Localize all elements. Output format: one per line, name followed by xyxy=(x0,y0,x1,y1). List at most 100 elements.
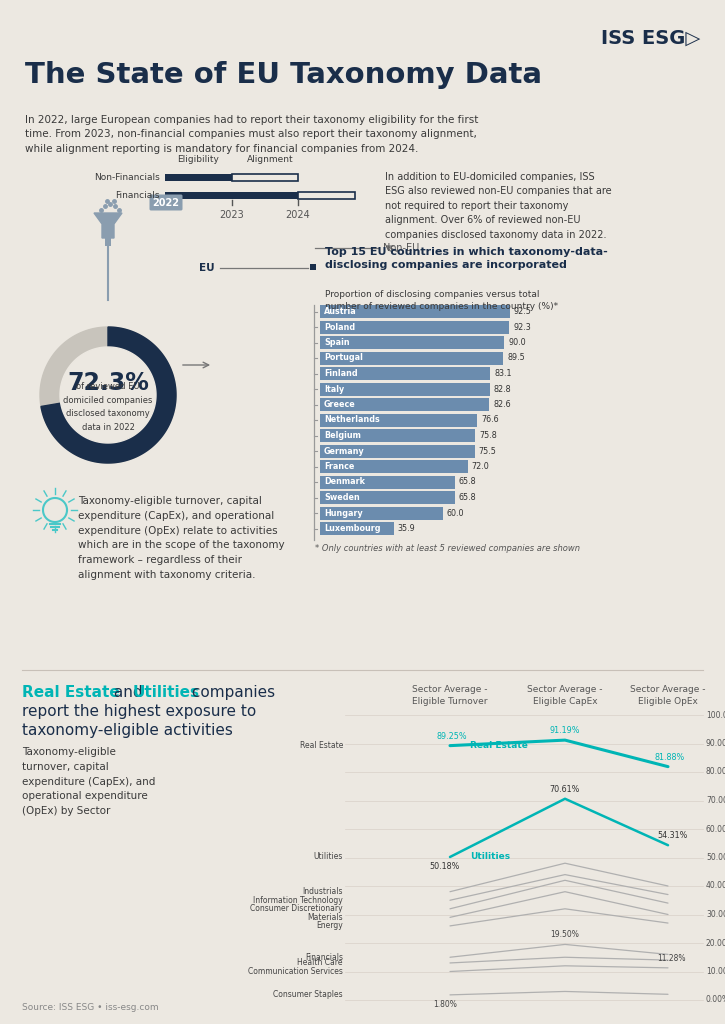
Bar xyxy=(320,490,455,504)
Text: 92.3: 92.3 xyxy=(513,323,531,332)
Text: * Only countries with at least 5 reviewed companies are shown: * Only countries with at least 5 reviewe… xyxy=(315,544,580,553)
Bar xyxy=(105,238,111,246)
Text: 70.00%: 70.00% xyxy=(706,796,725,805)
Text: Real Estate: Real Estate xyxy=(299,741,343,751)
Text: Denmark: Denmark xyxy=(324,477,365,486)
Text: 90.00%: 90.00% xyxy=(706,739,725,748)
Bar xyxy=(320,398,489,411)
Polygon shape xyxy=(60,347,156,443)
Text: 54.31%: 54.31% xyxy=(658,831,688,841)
Bar xyxy=(310,264,316,270)
Text: Information Technology: Information Technology xyxy=(253,896,343,905)
Text: Health Care: Health Care xyxy=(297,958,343,968)
Text: Netherlands: Netherlands xyxy=(324,416,380,425)
Bar xyxy=(320,351,503,365)
Text: Real Estate: Real Estate xyxy=(22,685,120,700)
Text: 72.3%: 72.3% xyxy=(67,371,149,395)
Bar xyxy=(320,429,476,442)
Text: 75.8: 75.8 xyxy=(479,431,497,440)
Text: 50.18%: 50.18% xyxy=(430,862,460,871)
Text: Energy: Energy xyxy=(316,922,343,931)
Text: 2024: 2024 xyxy=(286,210,310,220)
Text: Top 15 EU countries in which taxonomy-data-
disclosing companies are incorporate: Top 15 EU countries in which taxonomy-da… xyxy=(325,247,608,270)
Bar xyxy=(320,475,455,488)
Polygon shape xyxy=(94,213,122,238)
Text: 30.00%: 30.00% xyxy=(706,910,725,919)
FancyBboxPatch shape xyxy=(149,195,183,211)
Text: 50.00%: 50.00% xyxy=(706,853,725,862)
Text: In addition to EU-domiciled companies, ISS
ESG also reviewed non-EU companies th: In addition to EU-domiciled companies, I… xyxy=(385,172,612,240)
Text: Utilities: Utilities xyxy=(314,853,343,861)
Bar xyxy=(320,460,468,473)
Text: Sector Average -
Eligible CapEx: Sector Average - Eligible CapEx xyxy=(527,685,602,706)
Bar xyxy=(320,444,475,458)
Text: Communication Services: Communication Services xyxy=(248,967,343,976)
Text: Financials: Financials xyxy=(305,952,343,962)
Text: Proportion of disclosing companies versus total
number of reviewed companies in : Proportion of disclosing companies versu… xyxy=(325,290,558,311)
Text: Non-Financials: Non-Financials xyxy=(94,172,160,181)
Text: Industrials: Industrials xyxy=(302,887,343,896)
Text: and: and xyxy=(109,685,147,700)
Text: Sector Average -
Eligible OpEx: Sector Average - Eligible OpEx xyxy=(630,685,705,706)
Text: Eligibility: Eligibility xyxy=(178,155,220,164)
Text: In 2022, large European companies had to report their taxonomy eligibility for t: In 2022, large European companies had to… xyxy=(25,115,478,154)
Text: Luxembourg: Luxembourg xyxy=(324,524,381,534)
Text: 2022: 2022 xyxy=(152,198,180,208)
Text: 100.00%: 100.00% xyxy=(706,711,725,720)
Text: taxonomy-eligible activities: taxonomy-eligible activities xyxy=(22,723,233,738)
Text: Utilities: Utilities xyxy=(470,853,510,861)
Text: 40.00%: 40.00% xyxy=(706,882,725,891)
Text: Consumer Staples: Consumer Staples xyxy=(273,990,343,999)
Text: 35.9: 35.9 xyxy=(397,524,415,534)
Text: France: France xyxy=(324,462,355,471)
Bar xyxy=(320,522,394,535)
Bar xyxy=(232,173,298,180)
Bar xyxy=(165,191,298,199)
Text: 60.00%: 60.00% xyxy=(706,824,725,834)
Text: Spain: Spain xyxy=(324,338,349,347)
Text: 82.6: 82.6 xyxy=(493,400,511,409)
Bar xyxy=(320,321,509,334)
Text: 83.1: 83.1 xyxy=(494,369,512,378)
Text: Non-EU: Non-EU xyxy=(383,243,419,253)
Polygon shape xyxy=(40,327,176,463)
Text: 0.00%: 0.00% xyxy=(706,995,725,1005)
Text: Materials: Materials xyxy=(307,912,343,922)
Text: 1.80%: 1.80% xyxy=(433,999,457,1009)
Text: Belgium: Belgium xyxy=(324,431,361,440)
Text: Hungary: Hungary xyxy=(324,509,362,517)
Text: Alignment: Alignment xyxy=(247,155,294,164)
Text: Consumer Discretionary: Consumer Discretionary xyxy=(250,904,343,913)
Text: 65.8: 65.8 xyxy=(459,493,476,502)
Bar xyxy=(320,336,505,349)
Text: Greece: Greece xyxy=(324,400,356,409)
Text: 70.61%: 70.61% xyxy=(550,784,580,794)
Text: Taxonomy-eligible turnover, capital
expenditure (CapEx), and operational
expendi: Taxonomy-eligible turnover, capital expe… xyxy=(78,496,285,580)
Polygon shape xyxy=(41,327,176,463)
Text: companies: companies xyxy=(187,685,275,700)
Text: 80.00%: 80.00% xyxy=(706,768,725,776)
Text: Germany: Germany xyxy=(324,446,365,456)
Text: Real Estate: Real Estate xyxy=(470,741,528,751)
Text: 89.5: 89.5 xyxy=(507,353,525,362)
Text: 82.8: 82.8 xyxy=(494,384,511,393)
Text: Financials: Financials xyxy=(115,190,160,200)
Text: 11.28%: 11.28% xyxy=(657,953,685,963)
Text: Portugal: Portugal xyxy=(324,353,363,362)
Text: 2023: 2023 xyxy=(220,210,244,220)
Bar xyxy=(320,383,490,395)
Text: 65.8: 65.8 xyxy=(459,477,476,486)
Bar xyxy=(165,173,232,180)
Text: of reviewed EU
domiciled companies
disclosed taxonomy
data in 2022: of reviewed EU domiciled companies discl… xyxy=(63,382,153,432)
Bar xyxy=(320,507,443,519)
Text: 90.0: 90.0 xyxy=(508,338,526,347)
Text: 91.19%: 91.19% xyxy=(550,726,580,735)
Text: Poland: Poland xyxy=(324,323,355,332)
Text: 92.5: 92.5 xyxy=(513,307,531,316)
Text: Austria: Austria xyxy=(324,307,357,316)
Text: report the highest exposure to: report the highest exposure to xyxy=(22,705,256,719)
Text: Sweden: Sweden xyxy=(324,493,360,502)
Text: 20.00%: 20.00% xyxy=(706,939,725,947)
Bar xyxy=(298,191,355,199)
Text: Utilities: Utilities xyxy=(133,685,200,700)
